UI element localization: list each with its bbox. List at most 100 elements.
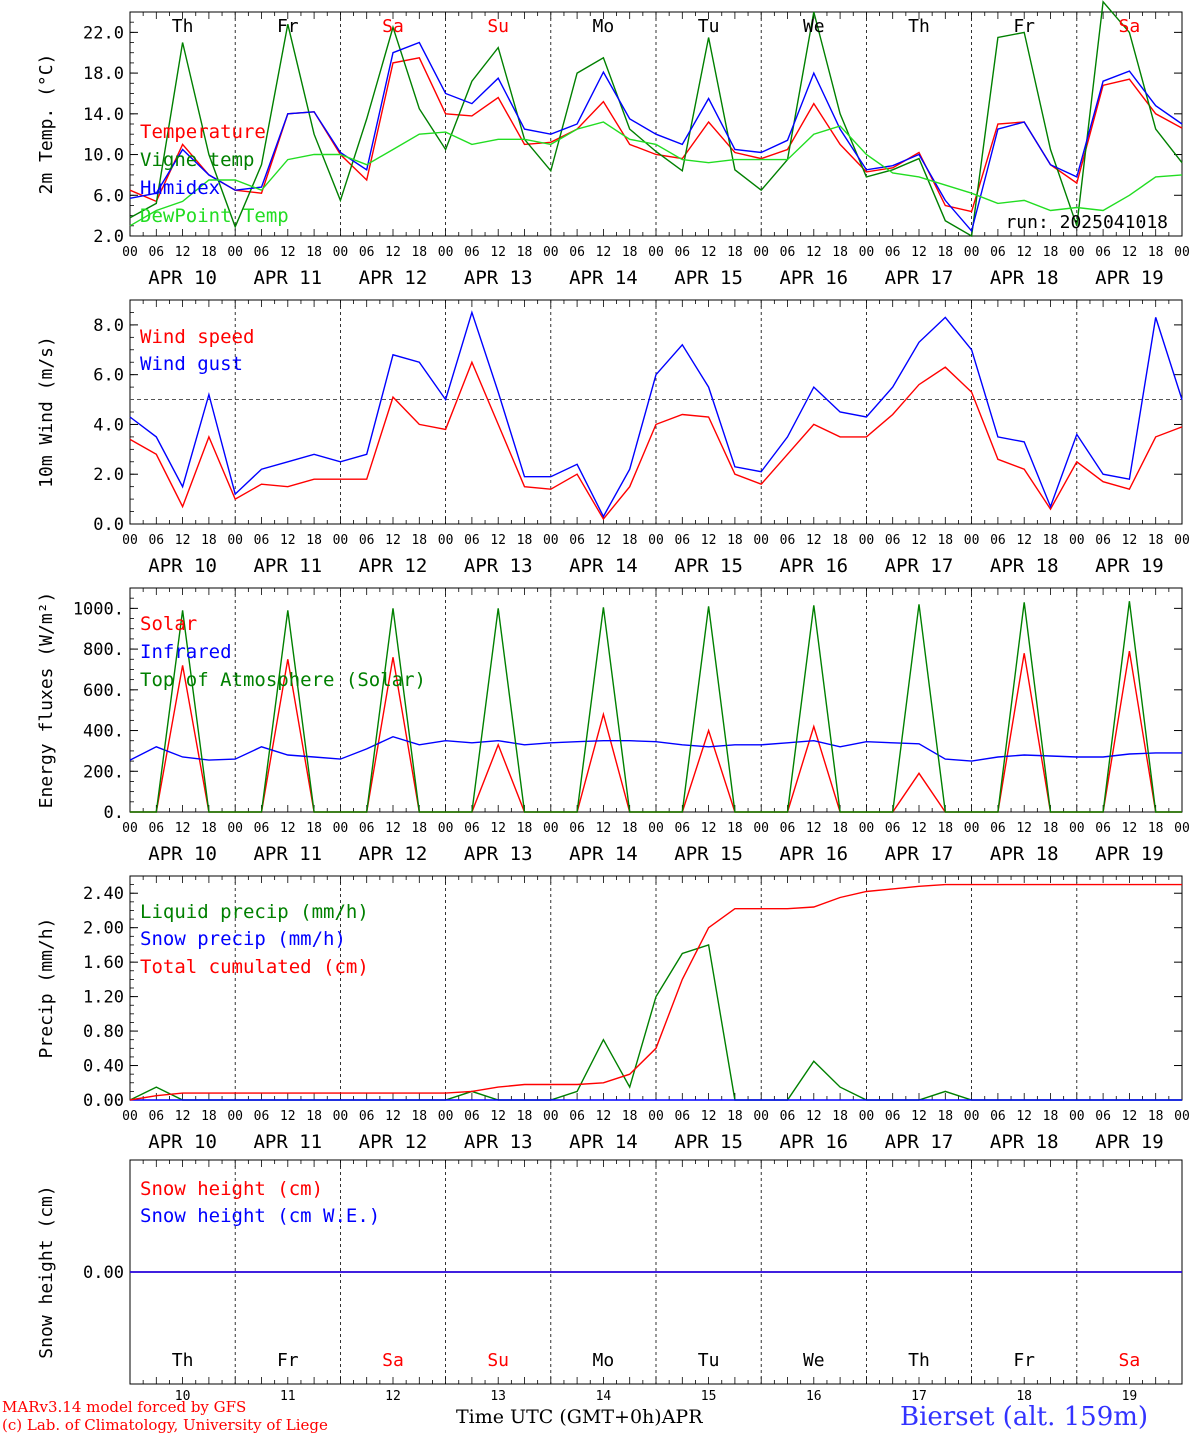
hour-label: 18 [622,1109,638,1124]
legend-entry: Solar [140,613,197,635]
hour-label: 12 [490,245,506,260]
hour-label: 18 [517,1109,533,1124]
day-number: 18 [1016,1389,1032,1404]
y-axis-label: 10m Wind (m/s) [36,336,57,488]
hour-label: 00 [438,1109,454,1124]
date-label: APR 18 [990,1131,1059,1153]
hour-label: 12 [596,821,612,836]
hour-label: 12 [1016,245,1032,260]
hour-label: 12 [175,533,191,548]
day-number: 17 [911,1389,927,1404]
hour-label: 06 [148,245,164,260]
legend-entry: Infrared [140,641,232,663]
hour-label: 18 [306,533,322,548]
hour-label: 06 [359,821,375,836]
hour-label: 18 [832,533,848,548]
date-label: APR 16 [779,267,848,289]
hour-label: 12 [806,1109,822,1124]
hour-label: 06 [569,821,585,836]
hour-label: 18 [832,1109,848,1124]
hour-label: 00 [227,821,243,836]
day-number: 10 [175,1389,191,1404]
hour-label: 12 [596,533,612,548]
y-tick-label: 0.00 [83,1263,124,1283]
hour-label: 00 [964,533,980,548]
hour-label: 06 [674,533,690,548]
hour-label: 12 [701,245,717,260]
hour-label: 06 [885,1109,901,1124]
day-abbr: Fr [277,1350,299,1371]
hour-label: 00 [859,245,875,260]
date-label: APR 19 [1095,1131,1164,1153]
hour-label: 18 [306,821,322,836]
hour-label: 18 [411,1109,427,1124]
hour-label: 12 [1016,821,1032,836]
hour-label: 18 [1148,245,1164,260]
hour-label: 18 [411,245,427,260]
y-tick-label: 0.00 [83,1091,124,1111]
hour-label: 12 [175,245,191,260]
hour-label: 06 [1095,245,1111,260]
hour-label: 12 [1122,1109,1138,1124]
hour-label: 18 [727,533,743,548]
date-label: APR 16 [779,843,848,865]
plot-frame [129,11,1183,237]
hour-label: 06 [254,821,270,836]
hour-label: 18 [1043,245,1059,260]
hour-label: 12 [1016,1109,1032,1124]
day-number: 19 [1122,1389,1138,1404]
date-label: APR 11 [253,1131,322,1153]
hour-label: 00 [227,1109,243,1124]
series-line-humidex [129,41,1183,233]
panel-2 [129,299,1183,525]
day-abbr: We [803,1350,825,1371]
date-label: APR 18 [990,267,1059,289]
hour-label: 12 [911,533,927,548]
date-label: APR 19 [1095,843,1164,865]
hour-label: 00 [753,533,769,548]
legend-entry: Snow precip (mm/h) [140,928,346,950]
hour-label: 06 [1095,533,1111,548]
hour-label: 12 [701,1109,717,1124]
date-label: APR 18 [990,555,1059,577]
hour-label: 18 [1148,821,1164,836]
hour-label: 00 [859,821,875,836]
hour-label: 06 [569,245,585,260]
hour-label: 00 [543,821,559,836]
y-tick-label: 4.0 [93,415,124,435]
hour-label: 18 [727,1109,743,1124]
date-label: APR 14 [569,267,638,289]
x-axis-title: Time UTC (GMT+0h)APR [456,1406,703,1428]
hour-label: 00 [753,821,769,836]
hour-label: 00 [333,533,349,548]
hour-label: 18 [937,245,953,260]
hour-label: 00 [648,821,664,836]
legend-entry: Wind gust [140,353,243,375]
hour-label: 18 [517,821,533,836]
date-label: APR 17 [885,267,954,289]
hour-label: 00 [1069,533,1085,548]
hour-label: 18 [306,1109,322,1124]
hour-label: 12 [1016,533,1032,548]
day-abbr: Fr [1013,16,1035,37]
date-label: APR 16 [779,1131,848,1153]
hour-label: 06 [464,245,480,260]
y-tick-label: 0. [104,803,124,823]
run-label: run: 2025041018 [1005,212,1168,233]
date-label: APR 15 [674,1131,743,1153]
date-label: APR 19 [1095,555,1164,577]
series-line-vigne-temp [129,0,1183,238]
hour-label: 12 [280,245,296,260]
date-label: APR 19 [1095,267,1164,289]
hour-label: 06 [1095,821,1111,836]
hour-label: 06 [674,245,690,260]
day-abbr: Tu [698,1350,720,1371]
day-abbr: Sa [1119,16,1141,37]
hour-label: 00 [333,821,349,836]
y-axis-label: Precip (mm/h) [36,918,57,1059]
date-label: APR 12 [359,555,428,577]
hour-label: 06 [990,245,1006,260]
hour-label: 00 [227,533,243,548]
hour-label: 18 [201,245,217,260]
day-abbr: Mo [593,1350,615,1371]
